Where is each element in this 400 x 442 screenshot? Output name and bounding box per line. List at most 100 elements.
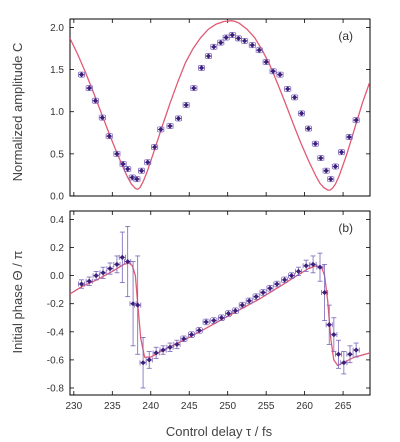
ytick-label-a: 0.0	[50, 192, 64, 203]
ytick-label-b: 0.0	[50, 271, 64, 282]
panel-a: Normalized amplitude C (a) 0.0 0.5 1.0 1.5 2…	[10, 18, 371, 203]
data-point-b	[85, 276, 93, 286]
data-point-a	[78, 71, 86, 78]
data-point-a	[119, 161, 127, 167]
data-point-b	[294, 266, 302, 277]
data-point-a	[234, 35, 242, 42]
data-point-b	[352, 342, 360, 358]
data-point-b	[309, 255, 317, 274]
data-point-b	[302, 259, 310, 272]
data-point-a	[222, 34, 230, 41]
panel-b: Initial phase Θ / π (b) 230 235 240 245 250 2…	[10, 210, 371, 412]
data-point-a	[157, 126, 165, 133]
data-point-a	[91, 97, 99, 104]
data-point-a	[311, 140, 319, 147]
xtick-label: 265	[335, 401, 352, 412]
data-point-a	[174, 115, 182, 122]
ytick-label-b: -0.6	[47, 355, 65, 366]
data-point-a	[133, 176, 141, 183]
data-point-b	[210, 317, 218, 324]
data-point-b	[202, 318, 210, 326]
data-point-a	[228, 32, 236, 38]
plot-frame-b	[69, 210, 371, 396]
data-point-a	[204, 53, 212, 60]
ytick-label-b: -0.4	[47, 327, 65, 338]
ylabel-b: Initial phase Θ / π	[10, 251, 25, 354]
data-point-b	[118, 231, 126, 284]
data-point-a	[98, 114, 106, 121]
data-point-b	[129, 261, 137, 347]
data-point-b	[188, 331, 196, 338]
data-point-b	[288, 272, 296, 279]
data-point-a	[298, 110, 306, 117]
data-point-b	[152, 346, 160, 359]
data-point-a	[124, 166, 132, 172]
xtick-label: 260	[296, 401, 313, 412]
plot-area-a	[70, 20, 370, 191]
data-point-a	[113, 150, 121, 157]
panel-label-b: (b)	[338, 221, 353, 235]
data-point-a	[105, 133, 113, 140]
data-point-a	[322, 167, 330, 174]
ytick-label-b: -0.2	[47, 299, 65, 310]
plot-frame-a	[69, 18, 371, 197]
data-point-a	[269, 68, 277, 75]
data-point-a	[190, 85, 198, 92]
data-point-a	[291, 94, 299, 101]
data-point-b	[334, 339, 342, 369]
data-point-a	[352, 117, 360, 124]
data-point-b	[159, 345, 167, 355]
data-point-b	[78, 279, 86, 289]
data-point-b	[124, 226, 132, 298]
data-point-b	[259, 289, 267, 296]
data-point-a	[276, 71, 284, 78]
data-point-b	[245, 297, 253, 305]
xtick-label: 235	[104, 401, 121, 412]
data-point-b	[224, 310, 232, 317]
data-point-b	[134, 255, 142, 355]
data-point-b	[330, 317, 338, 352]
data-point-a	[284, 86, 292, 92]
data-point-a	[217, 39, 225, 46]
ytick-label-a: 1.0	[50, 107, 64, 118]
data-point-a	[151, 144, 159, 151]
ytick-label-a: 0.5	[50, 149, 64, 160]
plot-area-b	[70, 226, 370, 389]
data-point-a	[210, 43, 218, 50]
data-point-b	[231, 307, 239, 314]
data-point-a	[338, 149, 346, 156]
data-point-a	[345, 134, 353, 140]
xtick-label: 255	[258, 401, 275, 412]
data-point-a	[248, 42, 256, 49]
data-point-a	[166, 123, 174, 129]
data-point-b	[252, 293, 260, 300]
data-point-a	[198, 64, 206, 71]
data-point-b	[145, 351, 153, 369]
data-point-b	[340, 351, 348, 375]
xlabel: Control delay τ / fs	[166, 424, 273, 439]
data-point-b	[106, 262, 114, 275]
data-point-a	[317, 155, 325, 162]
data-point-a	[304, 125, 312, 132]
data-point-b	[166, 342, 174, 352]
data-point-a	[327, 176, 335, 183]
data-point-b	[273, 280, 281, 288]
data-point-b	[218, 314, 226, 321]
data-point-a	[331, 163, 339, 170]
xtick-label: 230	[66, 401, 83, 412]
fit-curve-a	[70, 20, 370, 191]
panel-label-a: (a)	[338, 29, 353, 43]
data-point-b	[92, 270, 100, 281]
data-point-b	[325, 304, 333, 345]
ytick-label-b: -0.8	[47, 383, 65, 394]
xtick-label: 240	[142, 401, 159, 412]
data-point-b	[346, 345, 354, 364]
ytick-label-a: 1.5	[50, 65, 64, 76]
data-point-a	[255, 47, 263, 54]
data-point-b	[266, 285, 274, 292]
ytick-label-b: 0.4	[50, 215, 64, 226]
data-point-a	[241, 37, 249, 44]
ytick-label-b: 0.2	[50, 243, 64, 254]
data-point-b	[281, 276, 289, 284]
